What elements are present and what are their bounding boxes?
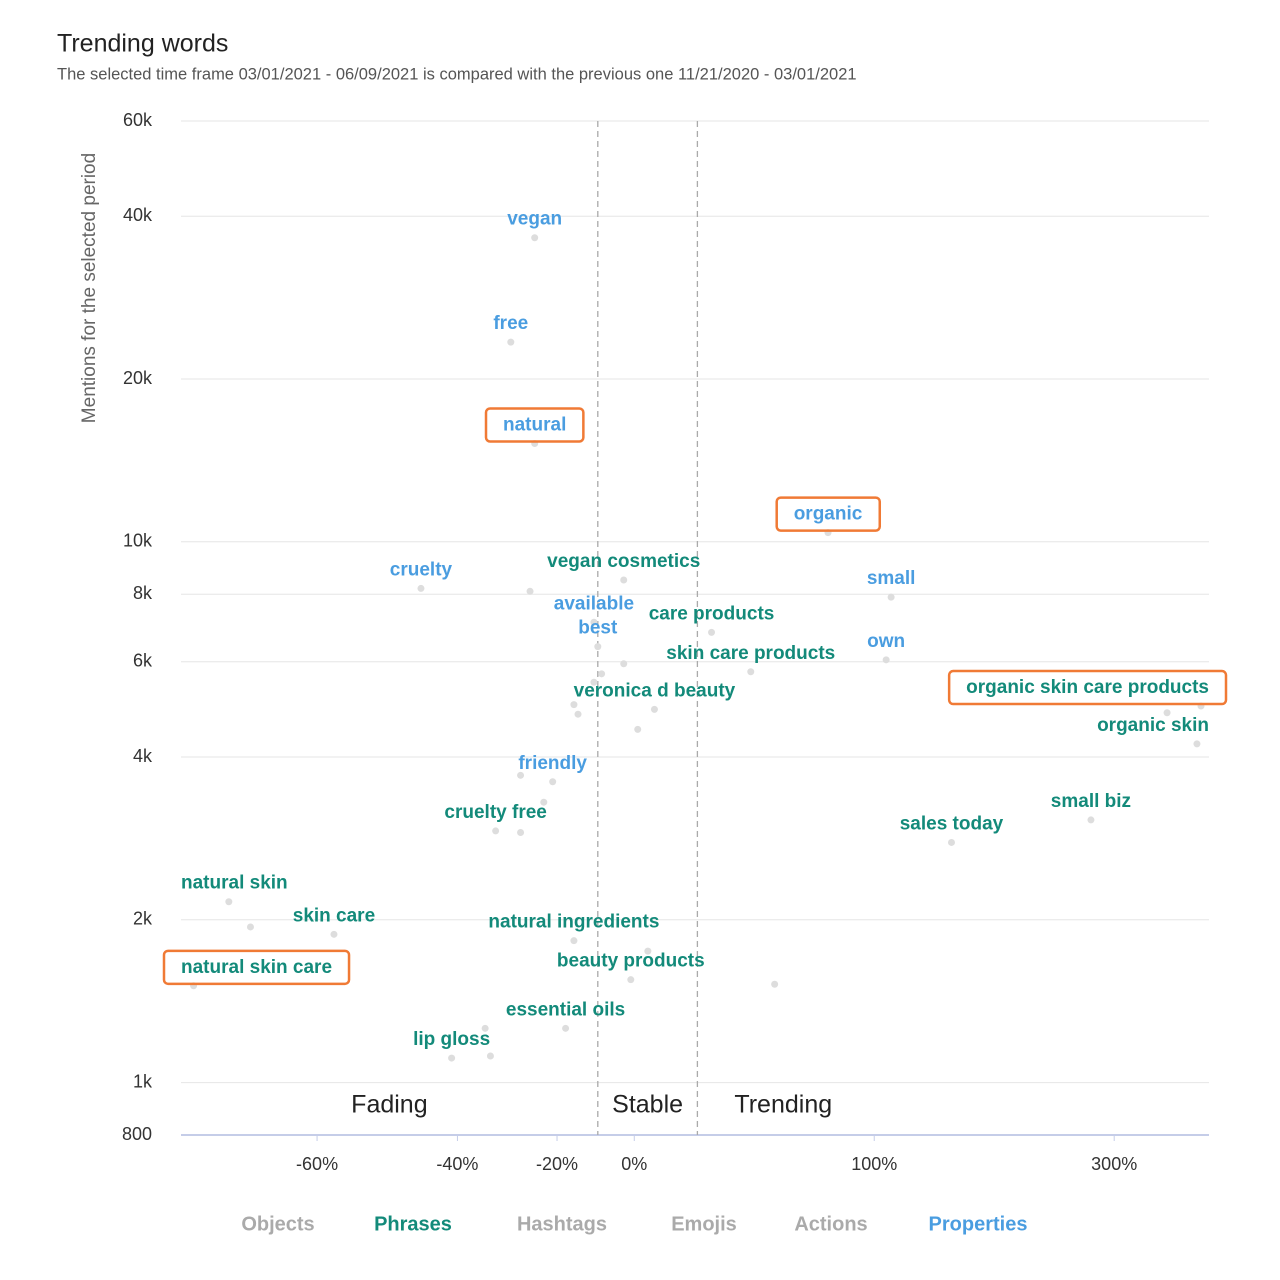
tab[interactable]: Objects	[241, 1213, 314, 1235]
x-tick-label: -60%	[296, 1154, 338, 1174]
y-tick-label: 20k	[123, 368, 153, 388]
point	[417, 584, 425, 592]
label-highlight	[162, 949, 351, 986]
point	[531, 234, 539, 242]
point-label: organic	[794, 504, 863, 525]
point-label: care products	[649, 603, 775, 624]
x-tick-label: 300%	[1091, 1154, 1137, 1174]
x-tick-label: 100%	[851, 1154, 897, 1174]
tab[interactable]: Hashtags	[517, 1213, 607, 1235]
y-tick-label: 800	[122, 1124, 152, 1144]
point-label: best	[578, 618, 618, 639]
point	[570, 701, 578, 709]
x-tick-label: -40%	[436, 1154, 478, 1174]
point-label: small	[867, 568, 916, 589]
point	[627, 976, 635, 984]
zone-label: Stable	[612, 1091, 683, 1119]
point	[549, 778, 557, 786]
point-label: lip gloss	[413, 1029, 490, 1050]
point-label: natural skin care	[181, 957, 332, 978]
point-label: cruelty	[390, 559, 453, 580]
x-tick-label: 0%	[621, 1154, 647, 1174]
point	[644, 947, 652, 955]
point	[330, 930, 338, 938]
y-tick-label: 6k	[133, 651, 153, 671]
label-highlight	[775, 496, 882, 532]
point-label: sales today	[900, 813, 1004, 834]
y-tick-label: 40k	[123, 205, 153, 225]
point-label: veronica d beauty	[574, 680, 736, 701]
point	[634, 725, 642, 733]
point-label: own	[867, 631, 905, 652]
point	[486, 1052, 494, 1060]
zone-label: Trending	[734, 1091, 832, 1119]
tab[interactable]: Emojis	[671, 1213, 737, 1235]
point	[1087, 816, 1095, 824]
y-tick-label: 1k	[133, 1071, 153, 1091]
point	[650, 705, 658, 713]
point-label: beauty products	[557, 951, 705, 972]
point	[594, 643, 602, 651]
point	[507, 338, 515, 346]
point	[747, 668, 755, 676]
point	[225, 898, 233, 906]
point-label: essential oils	[506, 999, 625, 1020]
y-tick-label: 4k	[133, 746, 153, 766]
point-label: skin care products	[666, 643, 835, 664]
point-label: natural skin	[181, 873, 288, 894]
point	[708, 628, 716, 636]
point	[620, 576, 628, 584]
point-label: organic skin	[1097, 715, 1209, 736]
point	[246, 923, 254, 931]
y-tick-label: 2k	[133, 909, 153, 929]
y-tick-label: 60k	[123, 110, 153, 130]
point-label: natural ingredients	[488, 912, 659, 933]
point	[947, 838, 955, 846]
point	[526, 587, 534, 595]
point	[492, 827, 500, 835]
point	[598, 670, 606, 678]
point-label: skin care	[293, 905, 375, 926]
point-label: vegan cosmetics	[547, 551, 700, 572]
point	[574, 710, 582, 718]
y-tick-label: 8k	[133, 583, 153, 603]
point	[562, 1024, 570, 1032]
x-tick-label: -20%	[536, 1154, 578, 1174]
point	[887, 593, 895, 601]
point	[590, 678, 598, 686]
point	[517, 771, 525, 779]
point	[540, 798, 548, 806]
label-highlight	[947, 669, 1228, 706]
zone-label: Fading	[351, 1091, 427, 1119]
tab[interactable]: Actions	[794, 1213, 867, 1235]
tab[interactable]: Phrases	[374, 1213, 452, 1235]
point-label: organic skin care products	[966, 677, 1209, 698]
point	[590, 618, 598, 626]
chart-subtitle: The selected time frame 03/01/2021 - 06/…	[57, 65, 857, 83]
point-label: cruelty free	[444, 802, 546, 823]
point	[1193, 740, 1201, 748]
point	[620, 660, 628, 668]
point	[1163, 709, 1171, 717]
point-label: free	[493, 313, 528, 334]
chart-title: Trending words	[57, 30, 228, 58]
y-tick-label: 10k	[123, 531, 153, 551]
point-label: friendly	[518, 753, 587, 774]
point	[771, 980, 779, 988]
point	[481, 1024, 489, 1032]
point-label: vegan	[507, 209, 562, 230]
y-axis-label: Mentions for the selected period	[79, 153, 100, 423]
point-label: small biz	[1051, 791, 1131, 812]
label-highlight	[484, 407, 585, 443]
tab[interactable]: Properties	[929, 1213, 1028, 1235]
point	[882, 656, 890, 664]
point	[448, 1054, 456, 1062]
point-label: available	[554, 593, 634, 614]
point	[570, 937, 578, 945]
point	[517, 829, 525, 837]
point-label: natural	[503, 414, 566, 435]
